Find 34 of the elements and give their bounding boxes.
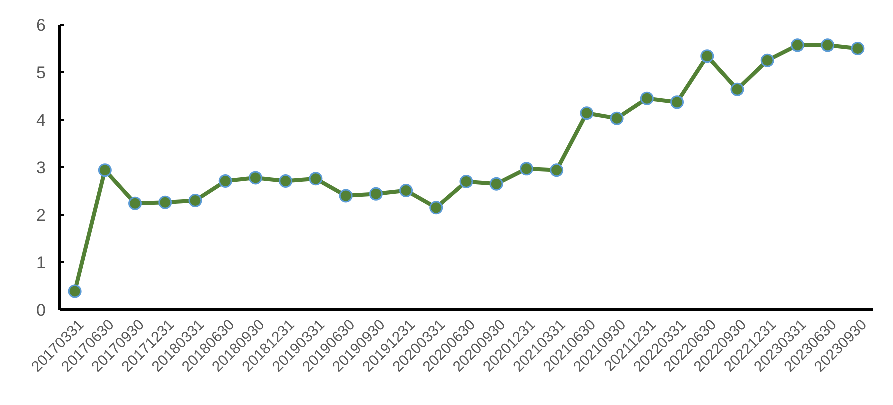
point <box>670 96 684 110</box>
point <box>158 196 172 210</box>
point <box>400 184 414 198</box>
point <box>128 196 142 210</box>
y-tick-label: 5 <box>36 63 46 82</box>
point <box>700 50 714 64</box>
point <box>580 106 594 120</box>
point <box>460 175 474 188</box>
point <box>98 164 112 178</box>
point <box>821 38 835 52</box>
y-tick-label: 0 <box>36 300 46 320</box>
y-tick-label: 3 <box>36 158 46 178</box>
point <box>188 194 202 208</box>
y-tick-label: 4 <box>36 110 46 130</box>
point <box>760 54 774 68</box>
point <box>369 187 383 201</box>
point <box>610 112 624 126</box>
point <box>520 162 534 176</box>
point <box>248 171 262 185</box>
y-tick-label: 2 <box>36 206 46 225</box>
point <box>790 38 804 52</box>
point <box>550 164 564 178</box>
point <box>851 42 865 56</box>
y-tick-label: 6 <box>36 16 46 35</box>
point <box>490 177 504 191</box>
point <box>68 284 82 298</box>
point <box>430 201 444 215</box>
point <box>730 82 744 96</box>
point <box>339 189 353 203</box>
point <box>279 174 293 188</box>
point <box>640 92 654 106</box>
y-tick-label: 1 <box>36 253 46 272</box>
point <box>218 174 232 188</box>
point <box>309 172 323 186</box>
